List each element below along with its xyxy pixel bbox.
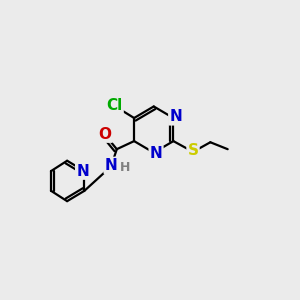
- Text: N: N: [105, 158, 117, 173]
- Text: Cl: Cl: [106, 98, 123, 113]
- Text: N: N: [169, 109, 182, 124]
- Text: S: S: [188, 143, 199, 158]
- Text: H: H: [120, 161, 130, 174]
- Text: N: N: [150, 146, 162, 161]
- Text: N: N: [76, 164, 89, 178]
- Text: O: O: [99, 127, 112, 142]
